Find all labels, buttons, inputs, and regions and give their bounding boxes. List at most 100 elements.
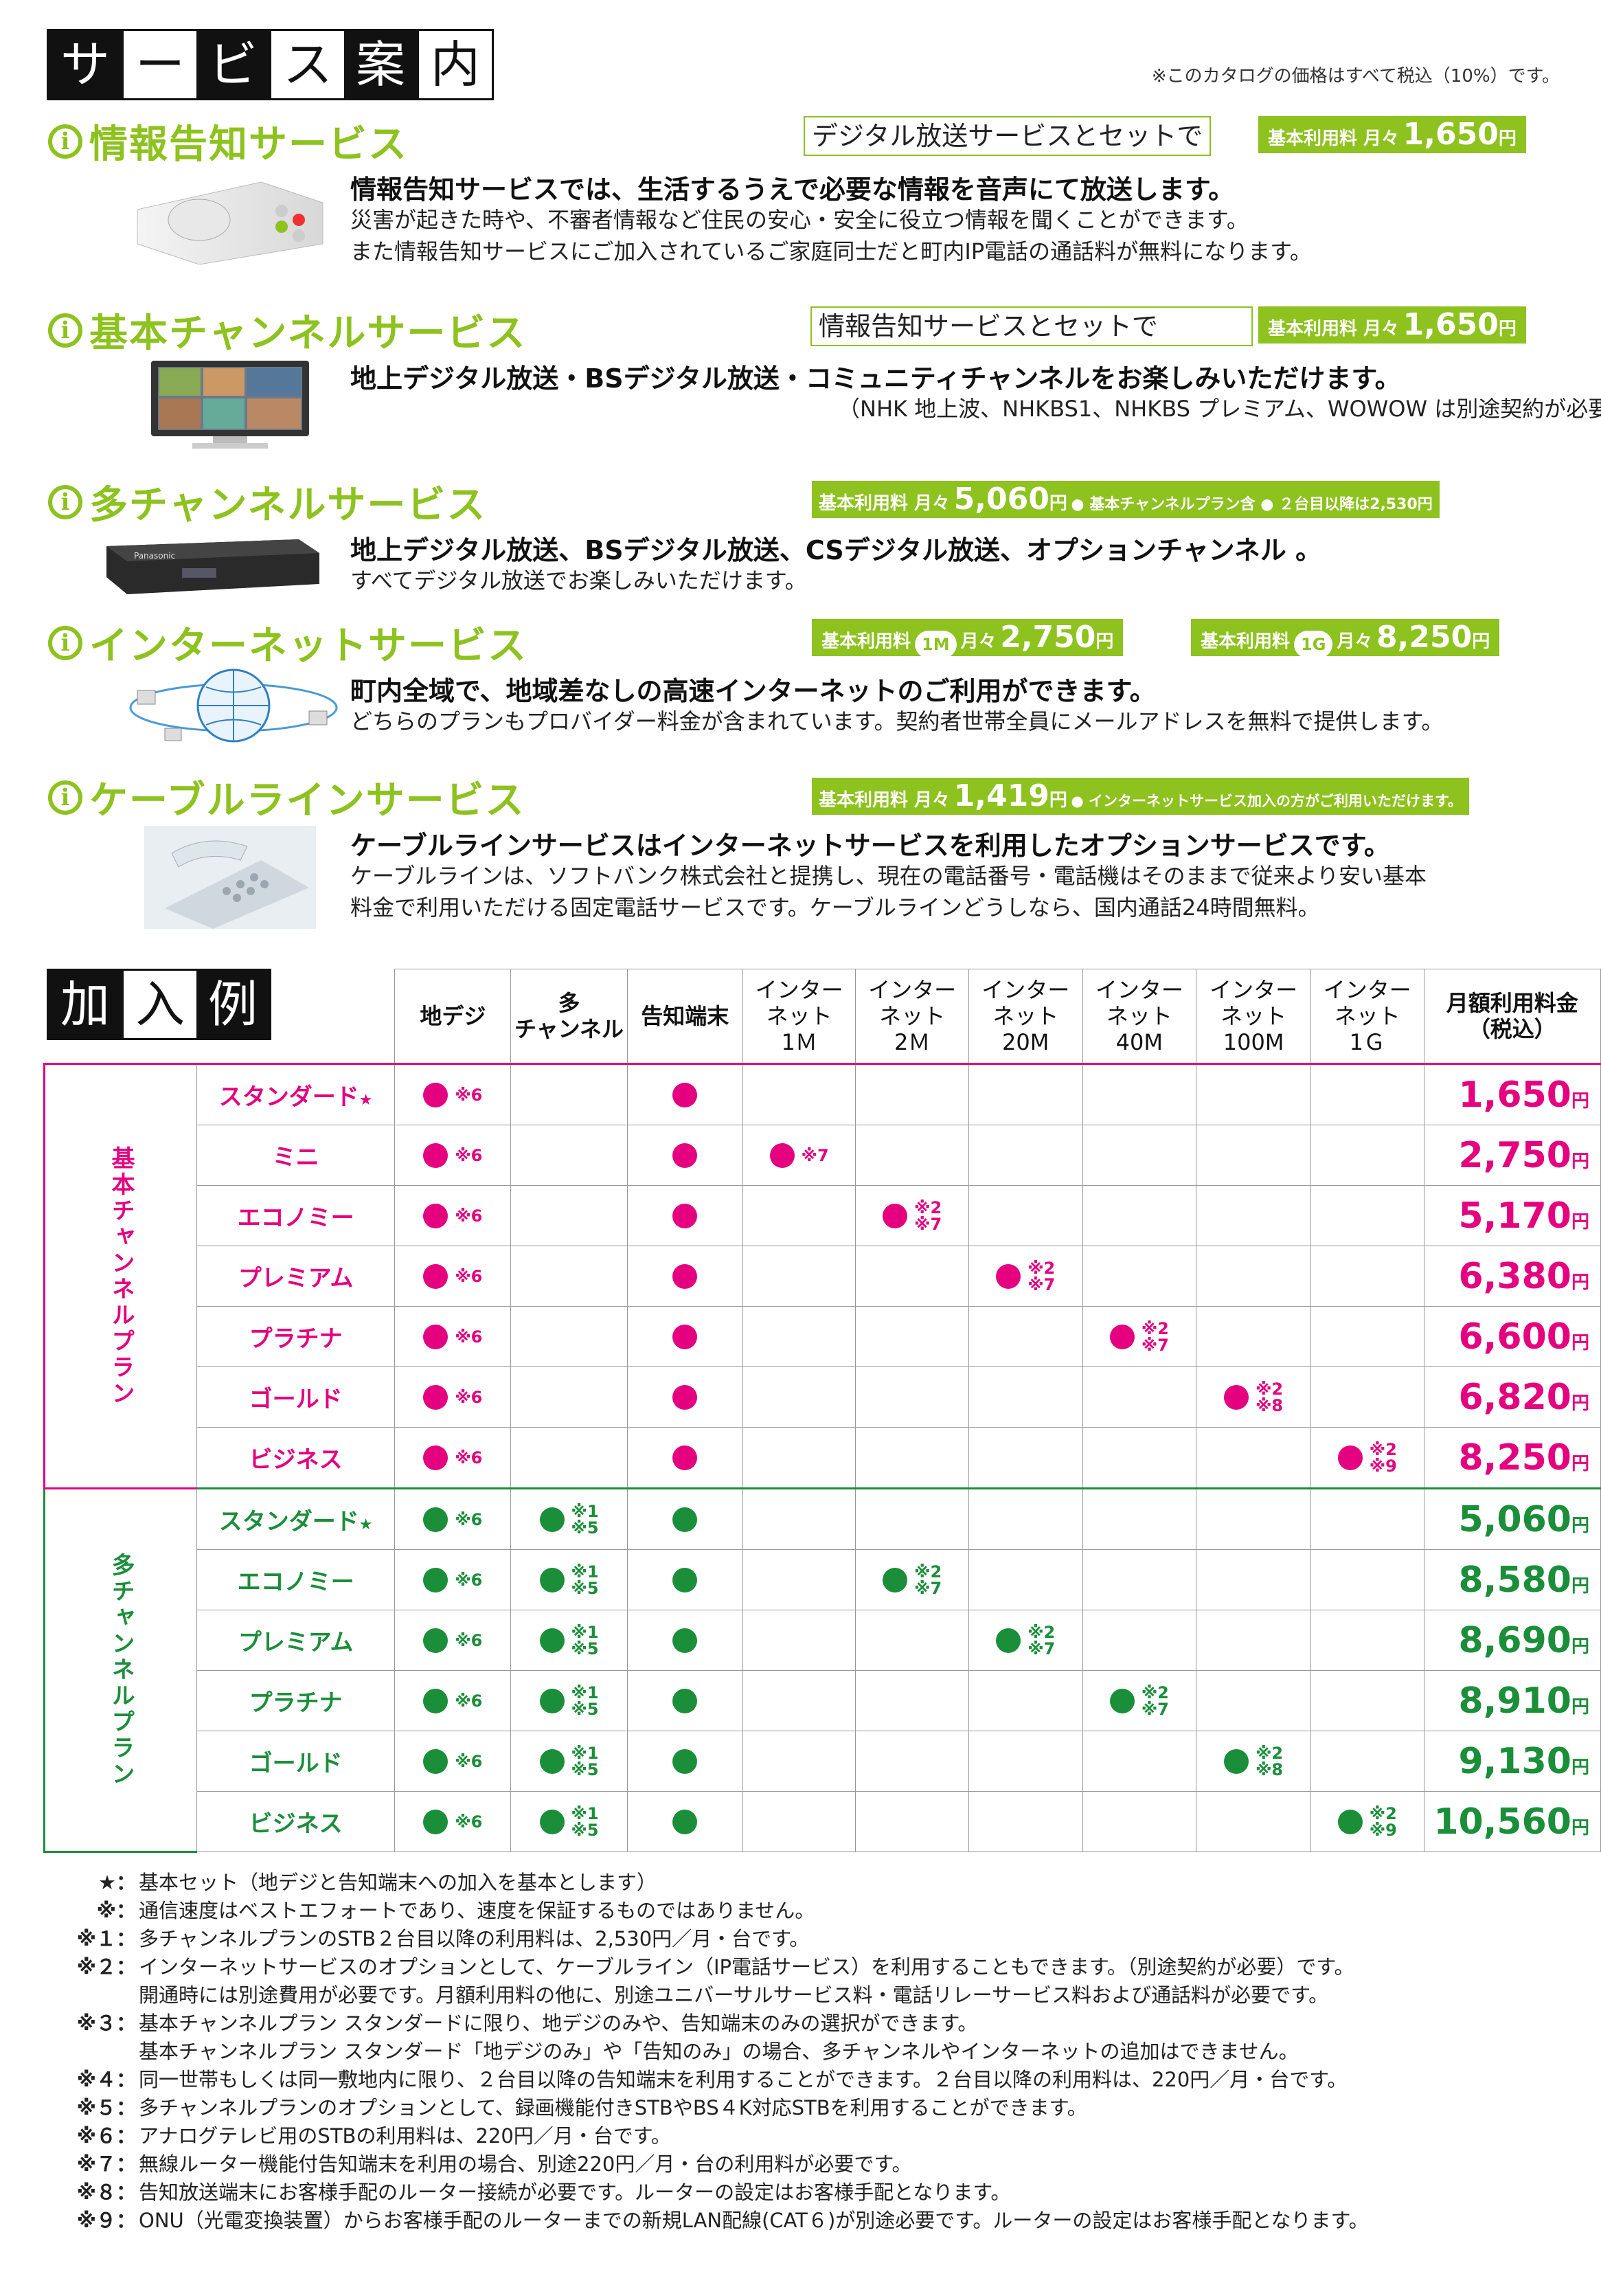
internet-cell [968, 1063, 1083, 1125]
note-ref-line: ※7 [801, 1145, 829, 1165]
table-row: 多チャンネルプラン スタンダード★ ※6 ※1 ※5 5,060円 [43, 1487, 1601, 1853]
footnote-text: インターネットサービスのオプションとして、ケーブルライン（IP電話サービス）を利… [139, 1955, 1354, 1979]
internet-cell [1082, 1125, 1197, 1186]
plan-name: プラチナ [196, 1670, 396, 1731]
footnote-key [41, 1981, 136, 2010]
monthly-price: 8,580円 [1423, 1549, 1601, 1610]
footnote-text: 通信速度はベストエフォートであり、速度を保証するものではありません。 [139, 1899, 815, 1922]
service-title: i 情報告知サービス [48, 113, 408, 169]
internet-cell [968, 1670, 1083, 1731]
star-mark: ★ [359, 1516, 373, 1533]
internet-cell [855, 1366, 969, 1428]
price-tag: 基本利用料 月々 5,060円 ● 基本チャンネルプラン含 ● ２台目以降は2,… [812, 481, 1440, 518]
note-ref-line: ※8 [1256, 1759, 1284, 1779]
footnote-item: ※３： 基本チャンネルプラン スタンダードに限り、地デジのみや、告知端末のみの選択… [41, 2010, 1369, 2038]
note-ref: ※1 ※5 [571, 1503, 599, 1536]
header-label: インター ネット 40M [1095, 977, 1183, 1055]
footnote-key: ※１： [76, 1927, 136, 1950]
chideji-cell: ※6 [394, 1125, 512, 1186]
internet-cell: ※2 ※8 [1196, 1366, 1312, 1428]
internet-cell [855, 1487, 969, 1550]
service-headline: 情報告知サービスでは、生活するうえで必要な情報を音声にて放送します。 [350, 175, 1235, 205]
body-line: （NHK 地上波、NHKBS1、NHKBS プレミアム、WOWOW は別途契約が… [838, 396, 1601, 422]
header-net-2m: インター ネット 2Ｍ [855, 969, 969, 1064]
note-ref: ※2 ※7 [1027, 1624, 1055, 1657]
price-unit: 円 [1571, 1636, 1589, 1657]
star-mark: ★ [359, 1092, 373, 1109]
included-dot-icon [423, 1324, 448, 1349]
price-unit: 円 [1571, 1211, 1589, 1233]
info-icon: i [48, 484, 82, 519]
note-ref: ※2 ※7 [1027, 1260, 1055, 1293]
included-dot-icon [539, 1507, 565, 1532]
price-value: 8,910 [1458, 1680, 1571, 1722]
internet-cell [742, 1610, 856, 1671]
internet-cell [1310, 1063, 1424, 1125]
table-row: プレミアム ※6 ※1 ※5 ※2 ※7 8,690円 [45, 1610, 1601, 1671]
header-net-100m: インター ネット 100M [1196, 969, 1312, 1064]
footnote-item: ※９： ONU（光電変換装置）からお客様手配のルーターまでの新規LAN配線(CAT… [41, 2207, 1369, 2235]
plan-name: プレミアム [196, 1246, 396, 1307]
plan-name-text: ゴールド [249, 1386, 343, 1413]
included-dot-icon [423, 1628, 448, 1653]
internet-cell [1082, 1063, 1197, 1125]
service-joho-kokuchi: i 情報告知サービス デジタル放送サービスとセットで 基本利用料 月々 1,65… [48, 113, 1559, 278]
price-mid: 月々 [960, 631, 997, 652]
internet-cell [1196, 1306, 1312, 1367]
price-value: 8,250 [1376, 620, 1473, 655]
header-net-1m: インター ネット 1Ｍ [742, 969, 856, 1064]
multi-cell: ※1 ※5 [510, 1791, 628, 1852]
internet-cell [742, 1670, 856, 1731]
footnote-key: ※５： [76, 2096, 136, 2119]
title-char: ー [122, 31, 196, 98]
service-headline: ケーブルラインサービスはインターネットサービスを利用したオプションサービスです。 [350, 831, 1390, 861]
note-ref-line: ※7 [1027, 1274, 1056, 1294]
service-name: 多チャンネルサービス [89, 483, 487, 528]
note-ref: ※1 ※5 [571, 1745, 599, 1778]
title-char: 例 [196, 971, 269, 1038]
internet-cell: ※2 ※7 [855, 1185, 969, 1246]
kochi-cell [626, 1487, 743, 1550]
body-line: また情報告知サービスにご加入されているご家庭同士だと町内IP電話の通話料が無料に… [350, 238, 1312, 265]
note-ref-line: ※2 [1256, 1379, 1284, 1399]
plan-table: 地デジ 多 チャンネル 告知端末 インター ネット 1Ｍ インター ネット 2Ｍ… [43, 969, 1601, 1853]
note-ref-line: ※5 [571, 1518, 599, 1538]
internet-cell: ※2 ※7 [1082, 1670, 1197, 1731]
included-dot-icon [672, 1445, 698, 1470]
included-dot-icon [672, 1809, 698, 1834]
footnote-key: ※６： [76, 2124, 136, 2148]
service-body: ケーブルラインは、ソフトバンク株式会社と提携し、現在の電話番号・電話機はそのまま… [350, 860, 1427, 923]
internet-cell [1196, 1610, 1312, 1671]
included-dot-icon [423, 1567, 448, 1592]
body-line: どちらのプランもプロバイダー料金が含まれています。契約者世帯全員にメールアドレス… [350, 708, 1444, 734]
footnote-item: ※： 通信速度はベストエフォートであり、速度を保証するものではありません。 [41, 1897, 1369, 1925]
multi-cell [510, 1125, 628, 1186]
price-unit: 円 [1571, 1332, 1589, 1353]
included-dot-icon [672, 1263, 698, 1289]
multi-cell: ※1 ※5 [510, 1731, 628, 1792]
note-ref: ※1 ※5 [571, 1685, 599, 1718]
footnote-text: アナログテレビ用のSTBの利用料は、220円／月・台です。 [139, 2124, 671, 2148]
price-value: 6,820 [1458, 1376, 1571, 1418]
note-ref-line: ※9 [1369, 1820, 1397, 1840]
note-ref-line: ※5 [571, 1820, 599, 1840]
internet-cell [742, 1366, 856, 1428]
note-ref-line: ※2 [1141, 1318, 1169, 1338]
internet-cell [1310, 1731, 1424, 1792]
note-ref: ※6 [455, 1448, 483, 1467]
kochi-cell [626, 1427, 743, 1489]
footnote-text: 基本セット（地デジと告知端末への加入を基本とします） [139, 1871, 657, 1894]
price-mid: 月々 [1337, 631, 1373, 652]
footnote-item: ★： 基本セット（地デジと告知端末への加入を基本とします） [41, 1869, 1369, 1897]
price-tag: 基本利用料 月々 1,419円 ● インターネットサービス加入の方がご利用いただ… [812, 778, 1469, 815]
internet-cell [855, 1427, 969, 1489]
note-ref: ※2 ※8 [1256, 1745, 1283, 1778]
kochi-cell [626, 1549, 743, 1610]
footnote-key: ※８： [76, 2181, 136, 2204]
internet-cell [742, 1246, 856, 1307]
internet-cell [1196, 1125, 1312, 1186]
title-char: 案 [344, 31, 417, 98]
internet-cell [1196, 1063, 1312, 1125]
note-ref-line: ※9 [1369, 1456, 1397, 1476]
footnote-key: ※２： [76, 1955, 136, 1979]
